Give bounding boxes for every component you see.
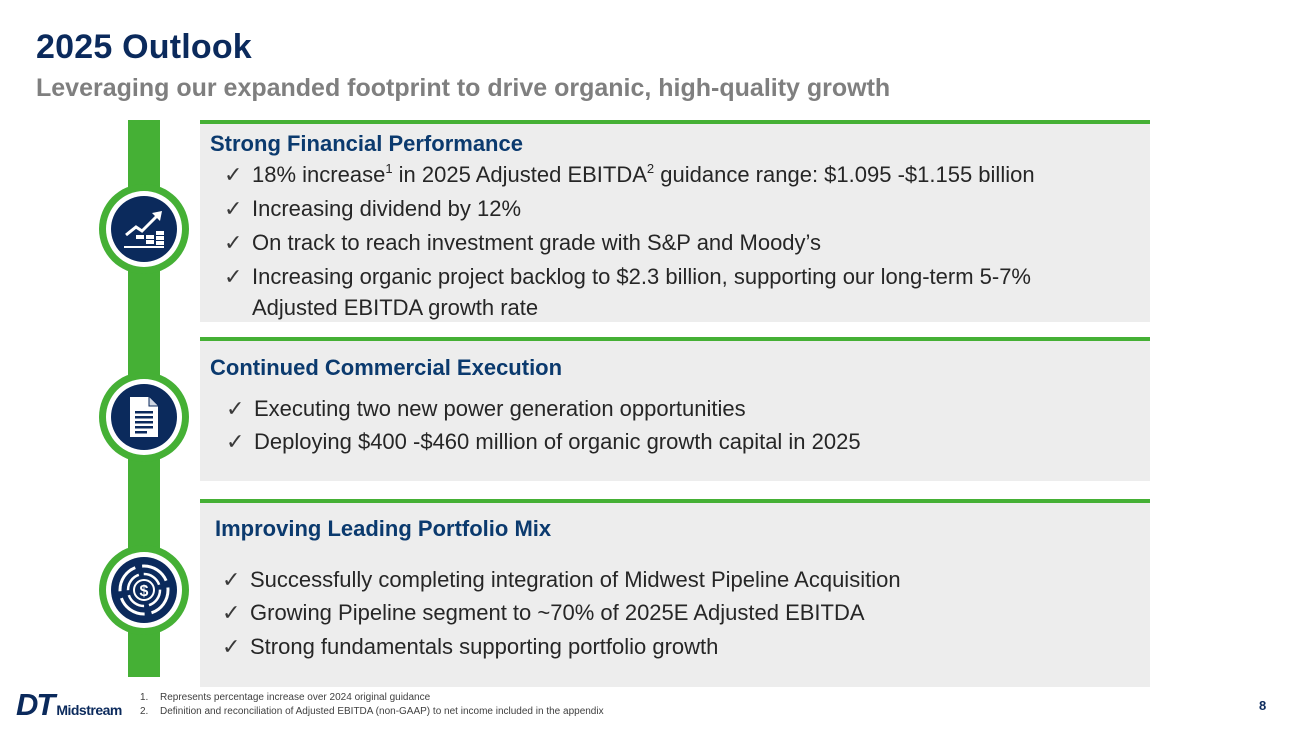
checkmark-icon: ✓: [224, 230, 243, 255]
checkmark-icon: ✓: [222, 600, 241, 625]
timeline-node-commercial: [99, 372, 189, 462]
timeline-node-portfolio: $: [99, 545, 189, 635]
growth-chart-icon: [124, 211, 164, 248]
list-item: ✓ Increasing organic project backlog to $…: [224, 261, 1031, 323]
checkmark-icon: ✓: [222, 634, 241, 659]
page-title: 2025 Outlook: [36, 28, 252, 66]
section-title-commercial: Continued Commercial Execution: [210, 355, 563, 380]
list-item: ✓ Growing Pipeline segment to ~70% of 202…: [222, 597, 865, 628]
footnote: 2. Definition and reconciliation of Adjus…: [140, 706, 604, 717]
checkmark-icon: ✓: [224, 264, 243, 289]
list-item: ✓ Successfully completing integration of …: [222, 564, 901, 595]
checkmark-icon: ✓: [224, 162, 243, 187]
logo-text: Midstream: [56, 702, 122, 718]
dollar-portfolio-icon: $: [118, 564, 170, 616]
list-item: ✓ Executing two new power generation oppo…: [226, 393, 746, 424]
list-item: ✓ Deploying $400 -$460 million of organic…: [226, 426, 861, 457]
commercial-execution-panel: [200, 337, 1150, 481]
svg-text:$: $: [140, 583, 149, 600]
section-title-portfolio: Improving Leading Portfolio Mix: [215, 516, 552, 541]
checkmark-icon: ✓: [226, 396, 245, 421]
section-title-financial: Strong Financial Performance: [210, 131, 523, 156]
timeline-node-financial: [99, 184, 189, 274]
portfolio-mix-panel: [200, 499, 1150, 687]
checkmark-icon: ✓: [222, 567, 241, 592]
logo-mark: DT: [16, 687, 55, 722]
list-item: ✓ Increasing dividend by 12%: [224, 193, 521, 224]
page-subtitle: Leveraging our expanded footprint to dri…: [36, 74, 891, 102]
financial-performance-panel: [200, 120, 1150, 322]
checkmark-icon: ✓: [224, 196, 243, 221]
page-number: 8: [1259, 698, 1267, 713]
list-item: ✓ Strong fundamentals supporting portfoli…: [222, 631, 718, 662]
company-logo: DT Midstream: [16, 686, 122, 720]
footnote: 1. Represents percentage increase over 20…: [140, 692, 431, 703]
list-item: ✓ 18% increase1 in 2025 Adjusted EBITDA2 …: [224, 159, 1035, 190]
list-item: ✓ On track to reach investment grade with…: [224, 227, 821, 258]
checkmark-icon: ✓: [226, 429, 245, 454]
document-icon: [130, 397, 158, 437]
footnotes: 1. Represents percentage increase over 20…: [140, 691, 604, 719]
